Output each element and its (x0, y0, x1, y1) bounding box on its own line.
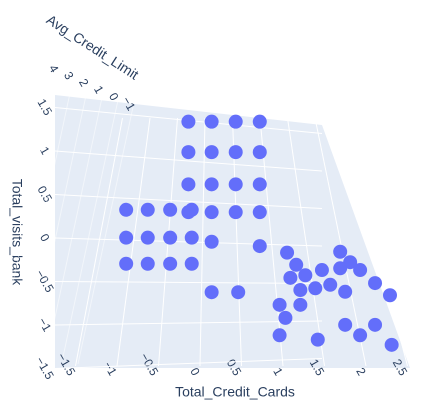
y-tick-label: 3 (61, 69, 77, 82)
y-tick-label: 2 (76, 76, 92, 89)
point (163, 202, 178, 217)
point (252, 239, 267, 254)
point (293, 297, 308, 312)
z-axis-title: Total_visits_bank (9, 179, 25, 287)
point (228, 145, 243, 160)
point (272, 297, 287, 312)
y-axis-title: Avg_Credit_Limit (44, 11, 142, 82)
point (228, 205, 243, 220)
point (252, 145, 267, 160)
point (184, 202, 199, 217)
point (204, 205, 219, 220)
point (382, 288, 397, 303)
x-grid-line (287, 117, 325, 367)
point (228, 177, 243, 192)
x-grid-line (259, 117, 284, 367)
point (204, 177, 219, 192)
z-tick-label: −0.5 (33, 267, 57, 295)
point (353, 263, 368, 278)
point (184, 256, 199, 271)
point (333, 261, 348, 276)
z-grid-line (54, 281, 323, 284)
z-tick-label: 1 (37, 144, 53, 157)
point (289, 257, 304, 272)
point (140, 230, 155, 245)
point (204, 234, 219, 249)
y-grid-line (47, 92, 104, 351)
y-grid-line (32, 85, 89, 344)
point (204, 285, 219, 300)
x-axis-title: Total_Credit_Cards (175, 384, 295, 400)
point (252, 205, 267, 220)
x-grid-line (116, 117, 151, 367)
plot-pane (55, 95, 410, 368)
point (140, 202, 155, 217)
point (119, 230, 134, 245)
point (293, 283, 308, 298)
point (272, 328, 287, 343)
point (252, 114, 267, 129)
x-tick-label: −1 (101, 359, 120, 378)
point (333, 244, 348, 259)
point (228, 114, 243, 129)
point (278, 310, 293, 325)
y-grid-line (62, 99, 119, 358)
x-grid-line (342, 117, 408, 367)
point (338, 284, 353, 299)
point (310, 332, 325, 347)
point (181, 177, 196, 192)
point (384, 337, 399, 352)
y-grid-line (77, 106, 134, 365)
z-grid-line (54, 320, 323, 326)
point (280, 245, 295, 260)
point (283, 270, 298, 285)
point (252, 177, 267, 192)
y-grid-line (2, 71, 59, 330)
y-grid-line (17, 78, 74, 337)
y-tick-label: 1 (91, 83, 107, 96)
z-grid-line (54, 150, 323, 172)
x-grid-line (232, 117, 242, 367)
point (204, 145, 219, 160)
point (338, 317, 353, 332)
point (368, 317, 383, 332)
z-tick-label: −1.5 (33, 354, 57, 382)
point (140, 256, 155, 271)
point (181, 145, 196, 160)
point (231, 285, 246, 300)
x-grid-line (314, 117, 367, 367)
point (298, 268, 313, 283)
point (323, 277, 338, 292)
point (368, 276, 383, 291)
point (314, 263, 329, 278)
point (353, 328, 368, 343)
y-tick-label: 4 (46, 62, 62, 75)
z-tick-label: −1 (35, 315, 54, 334)
point (163, 256, 178, 271)
point (163, 230, 178, 245)
z-grid-line (54, 194, 323, 209)
point (184, 230, 199, 245)
z-grid-line (54, 358, 323, 369)
point (308, 281, 323, 296)
point (204, 114, 219, 129)
y-tick-label: −1 (119, 94, 138, 113)
point (119, 202, 134, 217)
z-tick-label: 0.5 (34, 183, 55, 205)
point (119, 256, 134, 271)
point (181, 114, 196, 129)
